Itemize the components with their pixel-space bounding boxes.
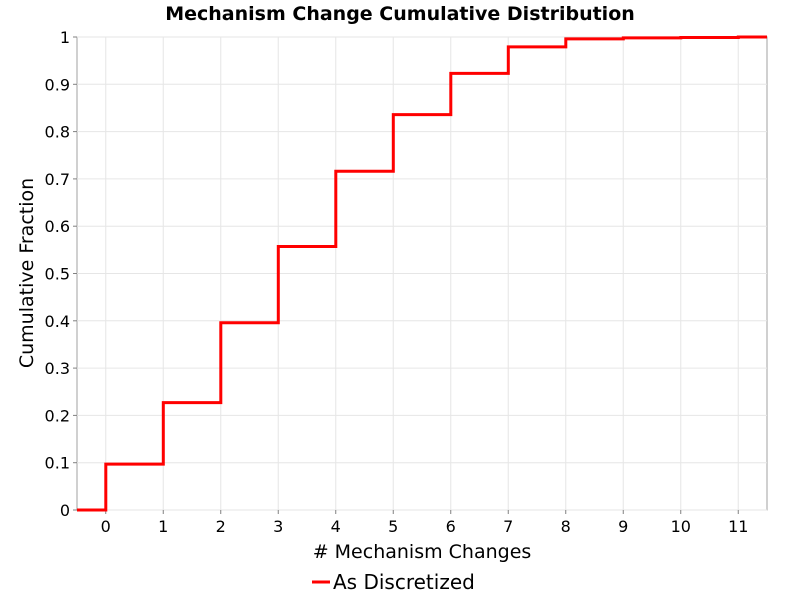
- x-tick-label: 5: [388, 517, 398, 536]
- x-tick-label: 7: [503, 517, 513, 536]
- y-tick-label: 0.1: [45, 454, 70, 473]
- x-tick-label: 11: [728, 517, 748, 536]
- y-tick-label: 0.7: [45, 170, 70, 189]
- x-tick-label: 3: [273, 517, 283, 536]
- legend-label: As Discretized: [333, 570, 475, 594]
- x-tick-label: 2: [216, 517, 226, 536]
- series-layer: [77, 35, 767, 512]
- y-tick-label: 1: [60, 28, 70, 47]
- y-tick-label: 0: [60, 501, 70, 520]
- y-tick-label: 0.8: [45, 123, 70, 142]
- x-tick-label: 0: [101, 517, 111, 536]
- y-axis-label: Cumulative Fraction: [16, 178, 38, 368]
- x-tick-label: 1: [158, 517, 168, 536]
- x-tick-label: 6: [446, 517, 456, 536]
- x-tick-label: 8: [561, 517, 571, 536]
- x-axis-label: # Mechanism Changes: [313, 541, 532, 563]
- y-tick-label: 0.5: [45, 265, 70, 284]
- y-tick-label: 0.9: [45, 75, 70, 94]
- chart-title: Mechanism Change Cumulative Distribution: [165, 3, 635, 25]
- x-tick-label: 9: [618, 517, 628, 536]
- x-tick-label: 4: [331, 517, 341, 536]
- axis-ticks: 00.10.20.30.40.50.60.70.80.910 1 2 3 4 5 6 7 8 9 1…: [45, 28, 749, 536]
- series-line: [77, 35, 767, 512]
- x-tick-label: 10: [671, 517, 691, 536]
- legend: As Discretized: [312, 570, 475, 594]
- y-tick-label: 0.2: [45, 406, 70, 425]
- y-tick-label: 0.4: [45, 312, 70, 331]
- y-tick-label: 0.6: [45, 217, 70, 236]
- y-tick-label: 0.3: [45, 359, 70, 378]
- grid: [77, 36, 767, 511]
